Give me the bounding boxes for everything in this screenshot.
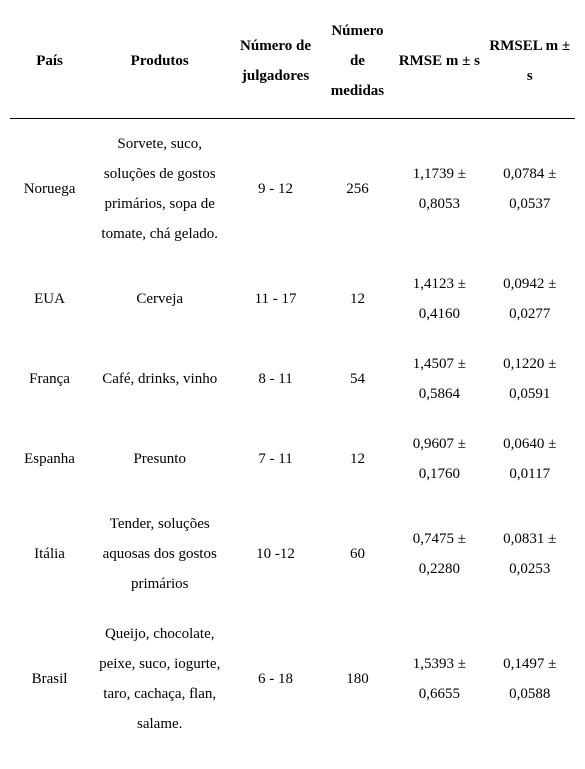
table-row: Brasil Queijo, chocolate, peixe, suco, i… — [10, 609, 575, 749]
cell-rmsel: 0,1220 ± 0,0591 — [485, 339, 575, 419]
cell-products: Tender, soluções aquosas dos gostos prim… — [89, 499, 230, 609]
cell-judges: 11 - 17 — [230, 259, 320, 339]
cell-measures: 180 — [321, 609, 394, 749]
table-row: Noruega Sorvete, suco, soluções de gosto… — [10, 119, 575, 260]
table-row: Itália Tender, soluções aquosas dos gost… — [10, 499, 575, 609]
cell-rmse: 0,9607 ± 0,1760 — [394, 419, 484, 499]
cell-rmsel: 0,0942 ± 0,0277 — [485, 259, 575, 339]
table-header: País Produtos Número de julgadores Númer… — [10, 6, 575, 119]
page: País Produtos Número de julgadores Númer… — [0, 0, 585, 769]
cell-rmse: 1,4507 ± 0,5864 — [394, 339, 484, 419]
cell-rmsel: 0,0640 ± 0,0117 — [485, 419, 575, 499]
cell-measures: 54 — [321, 339, 394, 419]
data-table: País Produtos Número de julgadores Númer… — [10, 6, 575, 749]
col-header-judges: Número de julgadores — [230, 6, 320, 119]
cell-rmsel: 0,0784 ± 0,0537 — [485, 119, 575, 260]
cell-products: Cerveja — [89, 259, 230, 339]
cell-country: Espanha — [10, 419, 89, 499]
cell-country: França — [10, 339, 89, 419]
table-row: EUA Cerveja 11 - 17 12 1,4123 ± 0,4160 0… — [10, 259, 575, 339]
col-header-country: País — [10, 6, 89, 119]
col-header-rmsel: RMSEL m ± s — [485, 6, 575, 119]
cell-rmse: 1,5393 ± 0,6655 — [394, 609, 484, 749]
cell-products: Presunto — [89, 419, 230, 499]
cell-judges: 7 - 11 — [230, 419, 320, 499]
cell-judges: 8 - 11 — [230, 339, 320, 419]
cell-measures: 12 — [321, 259, 394, 339]
col-header-products: Produtos — [89, 6, 230, 119]
col-header-rmse: RMSE m ± s — [394, 6, 484, 119]
cell-rmse: 0,7475 ± 0,2280 — [394, 499, 484, 609]
table-row: Espanha Presunto 7 - 11 12 0,9607 ± 0,17… — [10, 419, 575, 499]
cell-measures: 12 — [321, 419, 394, 499]
cell-country: Noruega — [10, 119, 89, 260]
cell-rmse: 1,4123 ± 0,4160 — [394, 259, 484, 339]
cell-products: Café, drinks, vinho — [89, 339, 230, 419]
table-body: Noruega Sorvete, suco, soluções de gosto… — [10, 119, 575, 750]
cell-judges: 10 -12 — [230, 499, 320, 609]
col-header-measures: Número de medidas — [321, 6, 394, 119]
cell-judges: 9 - 12 — [230, 119, 320, 260]
cell-country: EUA — [10, 259, 89, 339]
cell-country: Brasil — [10, 609, 89, 749]
cell-products: Sorvete, suco, soluções de gostos primár… — [89, 119, 230, 260]
cell-rmsel: 0,1497 ± 0,0588 — [485, 609, 575, 749]
cell-judges: 6 - 18 — [230, 609, 320, 749]
cell-measures: 256 — [321, 119, 394, 260]
table-row: França Café, drinks, vinho 8 - 11 54 1,4… — [10, 339, 575, 419]
cell-products: Queijo, chocolate, peixe, suco, iogurte,… — [89, 609, 230, 749]
cell-rmse: 1,1739 ± 0,8053 — [394, 119, 484, 260]
table-header-row: País Produtos Número de julgadores Númer… — [10, 6, 575, 119]
cell-rmsel: 0,0831 ± 0,0253 — [485, 499, 575, 609]
cell-country: Itália — [10, 499, 89, 609]
cell-measures: 60 — [321, 499, 394, 609]
